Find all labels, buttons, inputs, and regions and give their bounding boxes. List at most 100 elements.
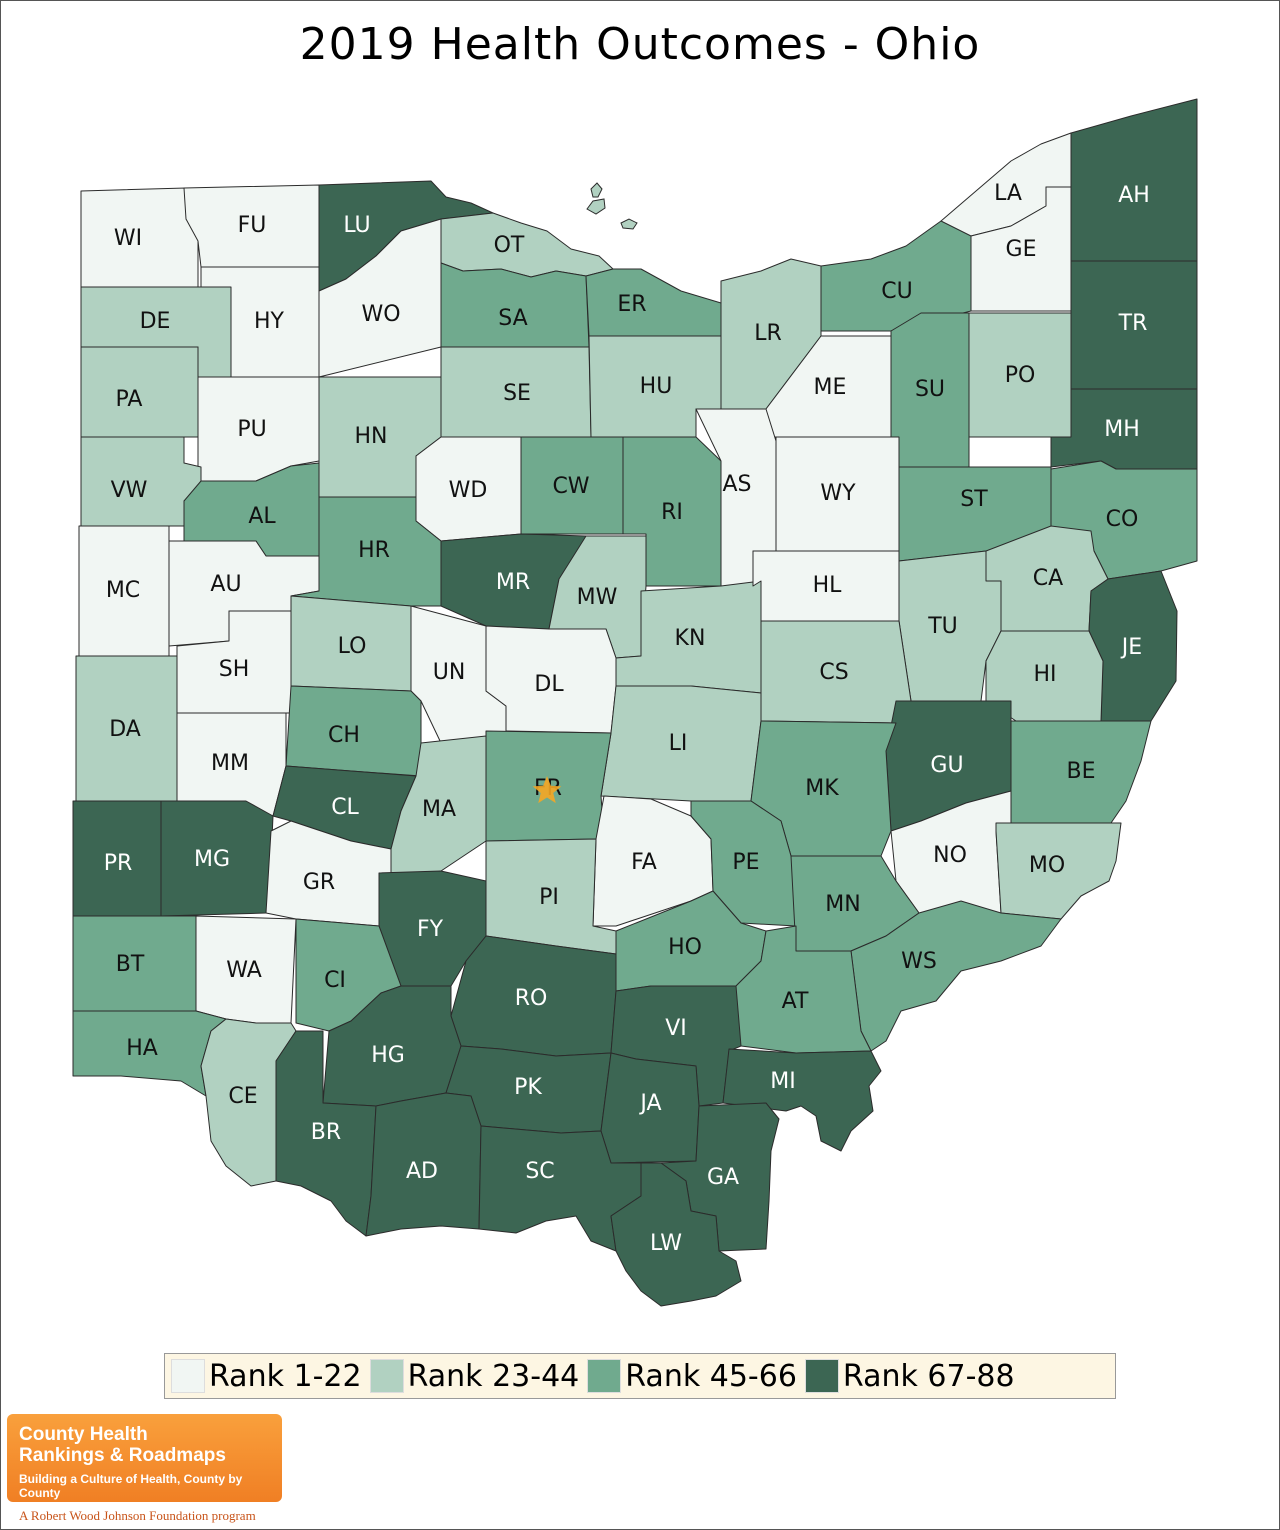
county-label-ro: RO (515, 986, 548, 1011)
county-label-su: SU (915, 377, 945, 402)
legend-item: Rank 45-66 (587, 1359, 797, 1394)
county-label-po: PO (1005, 363, 1036, 388)
county-label-sa: SA (498, 306, 527, 331)
county-label-au: AU (210, 572, 241, 597)
star-icon (532, 776, 562, 804)
county-label-la: LA (994, 181, 1022, 206)
county-label-ga: GA (707, 1165, 739, 1190)
county-label-li: LI (669, 731, 688, 756)
map-legend: Rank 1-22 Rank 23-44 Rank 45-66 Rank 67-… (164, 1353, 1116, 1399)
county-label-hn: HN (355, 424, 388, 449)
county-label-ha: HA (126, 1036, 158, 1061)
ohio-county-map: WI FU LU OT LA AH GE DE HY WO SA ER CU LR TR PA SE HU ME SU… (72, 98, 1198, 1307)
county-label-gr: GR (303, 870, 335, 895)
county-label-pu: PU (237, 417, 266, 442)
county-label-mk: MK (805, 776, 839, 801)
county-label-br: BR (311, 1120, 341, 1145)
county-label-lu: LU (343, 213, 370, 238)
county-label-co: CO (1106, 507, 1139, 532)
county-label-cs: CS (819, 660, 848, 685)
legend-label: Rank 1-22 (209, 1358, 362, 1394)
legend-label: Rank 67-88 (842, 1358, 1015, 1394)
county-label-ws: WS (901, 949, 937, 974)
legend-swatch (171, 1359, 205, 1393)
county-label-ma: MA (422, 797, 456, 822)
county-wo (318, 218, 442, 378)
county-label-tu: TU (927, 614, 958, 639)
county-label-cu: CU (881, 279, 912, 304)
county-label-lr: LR (754, 321, 782, 346)
county-label-se: SE (503, 381, 531, 406)
county-label-ge: GE (1006, 237, 1037, 262)
county-label-hu: HU (640, 374, 673, 399)
county-label-no: NO (933, 843, 967, 868)
county-label-ad: AD (406, 1159, 438, 1184)
county-er (585, 268, 722, 337)
county-label-hl: HL (813, 573, 843, 598)
county-label-mg: MG (194, 847, 230, 872)
county-label-mm: MM (211, 751, 249, 776)
county-label-mn: MN (825, 892, 860, 917)
county-label-ah: AH (1118, 183, 1150, 208)
county-label-pr: PR (104, 851, 133, 876)
county-mi (722, 1048, 882, 1152)
county-label-ot: OT (494, 233, 525, 258)
county-label-ci: CI (324, 968, 346, 993)
county-label-ca: CA (1033, 566, 1063, 591)
county-ot (440, 212, 614, 278)
legend-item: Rank 23-44 (369, 1358, 580, 1394)
legend-swatch (369, 1359, 404, 1393)
county-label-wa: WA (226, 958, 262, 983)
county-label-wi: WI (114, 226, 142, 251)
county-label-mc: MC (106, 578, 140, 603)
county-label-mo: MO (1029, 853, 1065, 878)
legend-item: Rank 1-22 (171, 1359, 362, 1394)
county-label-pa: PA (116, 387, 143, 412)
county-label-fy: FY (417, 917, 444, 942)
county-label-pe: PE (732, 850, 759, 875)
county-label-lo: LO (338, 634, 367, 659)
county-sa (440, 262, 590, 348)
county-label-hr: HR (358, 538, 390, 563)
legend-swatch (587, 1359, 622, 1393)
county-cu (820, 220, 972, 332)
county-label-dl: DL (534, 672, 564, 697)
logo-line2: Rankings & Roadmaps (19, 1445, 226, 1466)
county-label-vw: VW (111, 478, 148, 503)
county-label-er: ER (617, 292, 646, 317)
county-label-tr: TR (1118, 311, 1148, 336)
county-label-pi: PI (539, 885, 559, 910)
county-label-sc: SC (525, 1159, 554, 1184)
county-label-hi: HI (1033, 662, 1056, 687)
county-label-pk: PK (514, 1075, 542, 1100)
county-label-hy: HY (254, 309, 285, 334)
lake-island (620, 218, 638, 230)
county-label-st: ST (960, 487, 988, 512)
county-label-fu: FU (238, 213, 267, 238)
county-lw (610, 1162, 742, 1307)
county-label-ja: JA (638, 1091, 661, 1116)
county-label-sh: SH (219, 657, 250, 682)
county-label-ce: CE (228, 1084, 257, 1109)
county-label-fa: FA (631, 850, 657, 875)
county-label-mh: MH (1104, 417, 1140, 442)
county-label-vi: VI (665, 1016, 687, 1041)
county-label-wo: WO (361, 302, 400, 327)
footer-credit: A Robert Wood Johnson Foundation program (19, 1508, 256, 1523)
county-label-as: AS (722, 472, 751, 497)
county-label-un: UN (433, 660, 466, 685)
county-label-be: BE (1067, 759, 1096, 784)
logo-line1: County Health (19, 1424, 148, 1445)
chr-logo: County Health Rankings & Roadmaps Buildi… (7, 1414, 282, 1502)
county-label-kn: KN (675, 626, 706, 651)
map-title: 2019 Health Outcomes - Ohio (299, 19, 981, 70)
county-label-cw: CW (552, 474, 589, 499)
county-ge (970, 186, 1072, 312)
county-label-de: DE (140, 309, 171, 334)
county-label-ri: RI (661, 500, 683, 525)
county-mo (995, 822, 1122, 920)
county-label-hg: HG (371, 1043, 405, 1068)
legend-label: Rank 23-44 (407, 1358, 580, 1394)
county-label-at: AT (782, 989, 809, 1014)
